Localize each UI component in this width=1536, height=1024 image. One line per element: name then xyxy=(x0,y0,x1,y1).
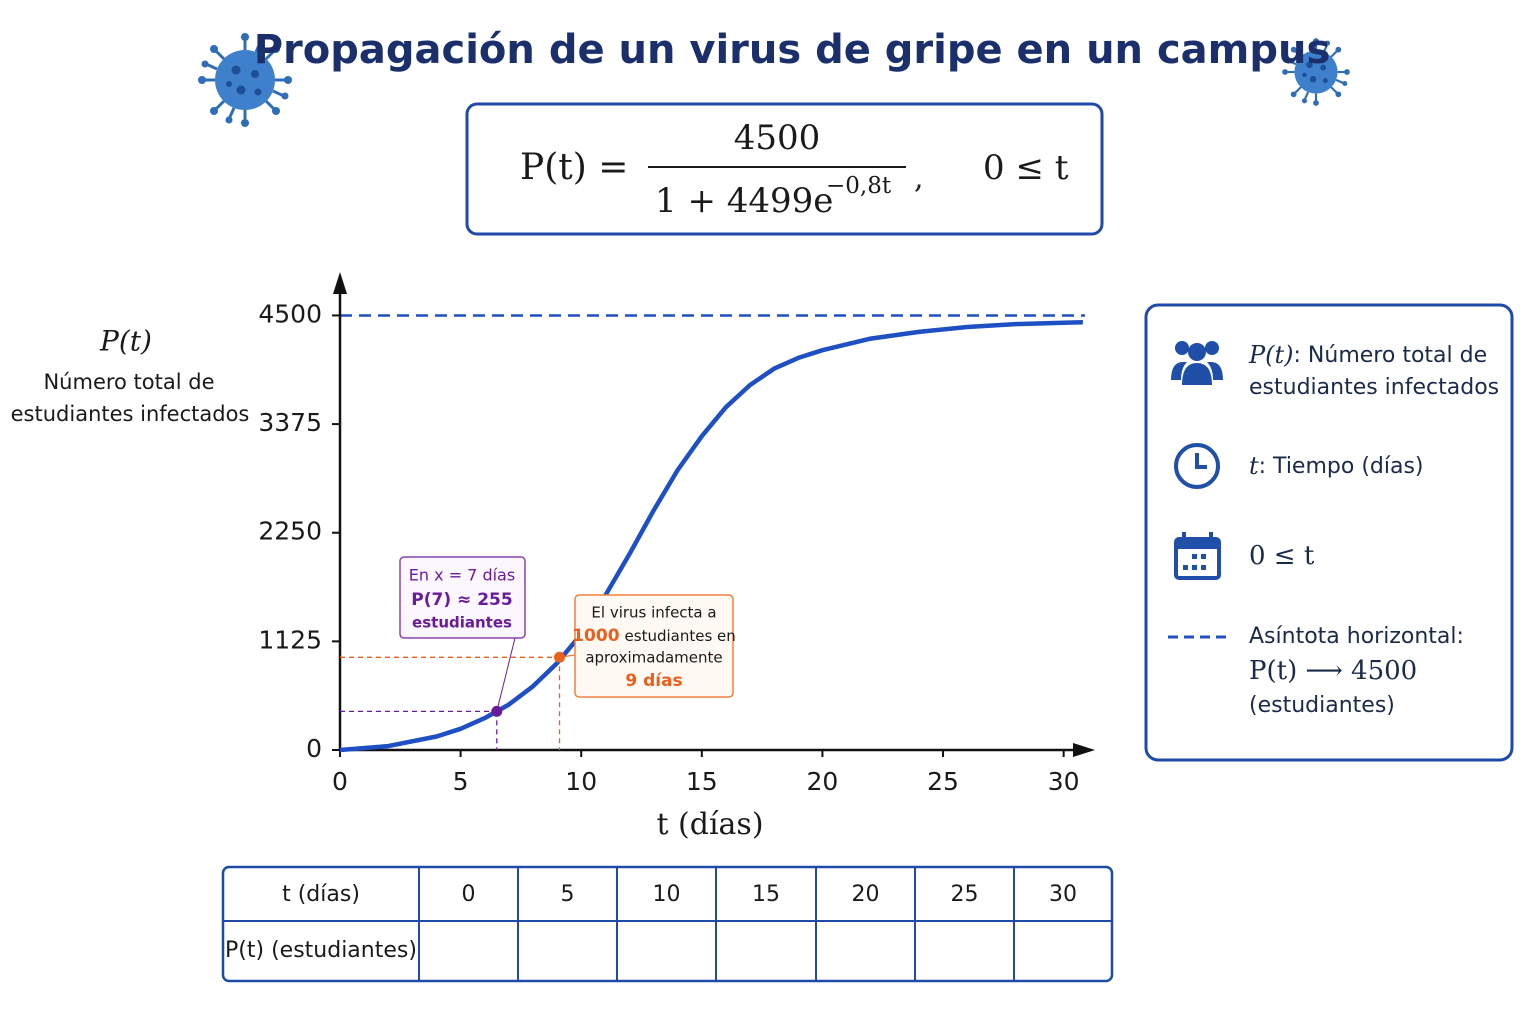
annotation-text: 1000 estudiantes en xyxy=(572,626,736,646)
legend-text: : Tiempo (días) xyxy=(1259,454,1424,479)
point xyxy=(491,705,503,717)
table-header: t (días) xyxy=(282,882,360,907)
formula-domain: 0 ≤ t xyxy=(983,148,1069,188)
x-tick-label: 0 xyxy=(332,767,348,796)
legend-symbol: 0 ≤ t xyxy=(1249,541,1315,571)
formula-denominator: 1 + 4499e xyxy=(655,181,833,221)
curve xyxy=(339,319,1083,753)
annotation-text: estudiantes xyxy=(412,614,512,632)
y-tick-label: 4500 xyxy=(258,299,322,328)
legend-text: (estudiantes) xyxy=(1249,693,1395,718)
connector xyxy=(496,637,516,712)
annotation-box xyxy=(399,556,526,639)
calendar-icon xyxy=(1174,532,1221,580)
formula-numerator: 4500 xyxy=(734,118,821,158)
annotation-text: P(7) ≈ 255 xyxy=(411,590,512,610)
clock-icon xyxy=(1174,443,1220,489)
y-tick-label: 2250 xyxy=(258,517,322,546)
formula-box xyxy=(465,102,1104,236)
x-axis-label: t (días) xyxy=(656,807,763,842)
y-tick-label: 3375 xyxy=(258,408,322,437)
formula-lhs: P(t) = xyxy=(520,147,628,188)
formula-exponent: −0,8t xyxy=(826,173,892,199)
people-icon xyxy=(1171,341,1223,385)
table-header: 0 xyxy=(462,882,476,907)
legend-text: estudiantes infectados xyxy=(1249,375,1499,400)
table-header: 30 xyxy=(1049,882,1077,907)
y-tick-label: 0 xyxy=(306,734,322,763)
y-axis-symbol: P(t) xyxy=(99,325,152,358)
x-tick-label: 20 xyxy=(807,767,839,796)
annotation-highlight: 1000 xyxy=(572,626,619,646)
point xyxy=(554,651,566,663)
annotation-box xyxy=(574,594,734,698)
table-header: 20 xyxy=(852,882,880,907)
legend-text: : Número total de xyxy=(1294,343,1488,368)
table-header: 5 xyxy=(561,882,575,907)
annotation-highlight: 9 días xyxy=(625,671,682,691)
legend-formula: P(t) ⟶ 4500 xyxy=(1249,656,1417,686)
x-tick-label: 10 xyxy=(565,767,597,796)
page-title: Propagación de un virus de gripe en un c… xyxy=(254,27,1331,73)
x-tick-label: 30 xyxy=(1048,767,1080,796)
x-tick-label: 25 xyxy=(927,767,959,796)
annotation-text: estudiantes en xyxy=(625,627,736,645)
legend-text: t: Tiempo (días) xyxy=(1249,452,1424,480)
legend-symbol: P(t) xyxy=(1248,341,1294,369)
table-header: 15 xyxy=(752,882,780,907)
legend-symbol: t xyxy=(1249,452,1259,480)
table-header: 25 xyxy=(951,882,979,907)
plot: 0 1125 2250 3375 4500 0 5 10 15 20 25 30 xyxy=(258,272,1095,796)
formula-comma: , xyxy=(914,161,924,196)
annotation-text: El virus infecta a xyxy=(591,604,716,622)
legend-box xyxy=(1144,303,1514,762)
y-tick-label: 1125 xyxy=(258,625,322,654)
legend-text: Asíntota horizontal: xyxy=(1249,624,1464,649)
x-tick-label: 5 xyxy=(453,767,469,796)
y-axis-arrow xyxy=(333,272,347,294)
y-axis-label: estudiantes infectados xyxy=(11,402,250,426)
legend-text: P(t): Número total de xyxy=(1248,341,1487,369)
annotation-text: aproximadamente xyxy=(585,649,722,667)
table-row-label: P(t) (estudiantes) xyxy=(225,938,417,963)
table-header: 10 xyxy=(653,882,681,907)
y-axis-label: Número total de xyxy=(43,370,214,394)
annotation-text: En x = 7 días xyxy=(409,566,515,585)
x-tick-label: 15 xyxy=(686,767,718,796)
table xyxy=(221,865,1114,983)
x-axis-arrow xyxy=(1073,743,1095,757)
